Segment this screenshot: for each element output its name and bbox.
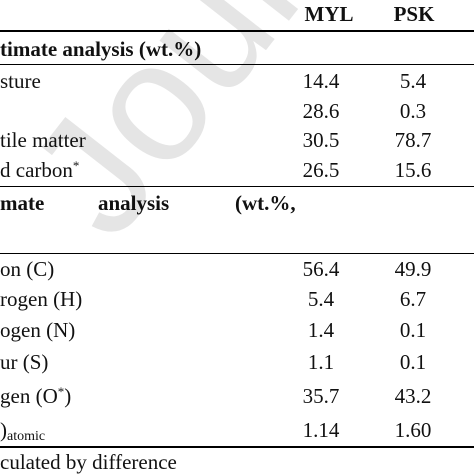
ultimate-heading-part-1: mate: [0, 191, 45, 215]
psk-value: 1.60: [394, 418, 432, 442]
psk-value: 0.3: [399, 99, 427, 123]
psk-value: 78.7: [394, 128, 432, 152]
row-label: )atomic: [0, 418, 46, 444]
ultimate-heading-part-3: (wt.%,: [235, 191, 296, 215]
myl-value: 26.5: [302, 158, 340, 182]
proximate-heading: timate analysis (wt.%): [0, 37, 202, 61]
myl-value: 35.7: [302, 384, 340, 408]
row-label: rogen (H): [0, 287, 83, 311]
myl-value: 14.4: [302, 69, 340, 93]
atomic-subscript: atomic: [7, 429, 46, 444]
myl-value: 1.1: [307, 350, 335, 374]
row-label: tile matter: [0, 128, 86, 152]
ultimate-heading-part-2: analysis: [98, 191, 170, 215]
ultimate-rule: [0, 253, 474, 254]
psk-value: 15.6: [394, 158, 432, 182]
myl-value: 28.6: [302, 99, 340, 123]
row-label: sture: [0, 69, 41, 93]
psk-value: 5.4: [399, 69, 427, 93]
psk-value: 0.1: [399, 350, 427, 374]
myl-value: 1.14: [302, 418, 340, 442]
psk-value: 0.1: [399, 318, 427, 342]
myl-value: 56.4: [302, 257, 340, 281]
myl-value: 30.5: [302, 128, 340, 152]
bottom-rule: [0, 446, 474, 448]
asterisk-mark: *: [72, 158, 80, 173]
myl-value: 1.4: [307, 318, 335, 342]
row-label: ogen (N): [0, 318, 76, 342]
footnote: culated by difference: [0, 450, 177, 474]
row-label: gen (O*): [0, 384, 72, 408]
header-rule: [0, 30, 474, 32]
psk-value: 6.7: [399, 287, 427, 311]
psk-value: 43.2: [394, 384, 432, 408]
row-label: ur (S): [0, 350, 49, 374]
row-label: d carbon*: [0, 158, 80, 182]
psk-value: 49.9: [394, 257, 432, 281]
asterisk-mark: *: [57, 384, 65, 399]
row-label: on (C): [0, 257, 55, 281]
myl-value: 5.4: [307, 287, 335, 311]
column-header-psk: PSK: [393, 2, 435, 26]
section-rule: [0, 186, 474, 187]
proximate-rule: [0, 64, 474, 65]
column-header-myl: MYL: [304, 2, 354, 26]
